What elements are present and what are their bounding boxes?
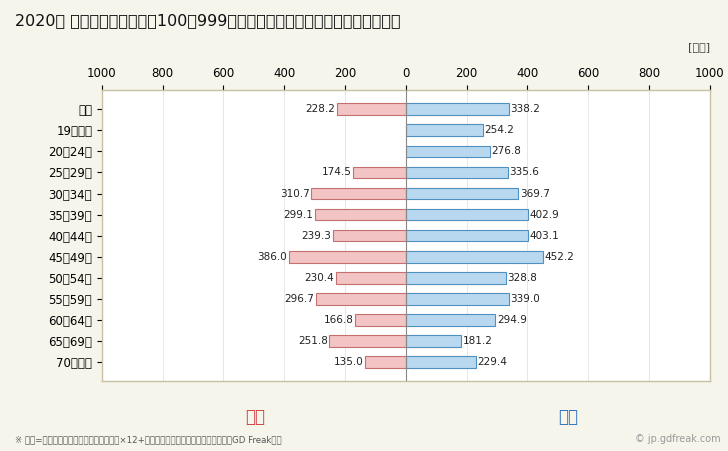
- Text: 328.8: 328.8: [507, 273, 537, 283]
- Text: 403.1: 403.1: [530, 230, 560, 241]
- Text: 228.2: 228.2: [305, 104, 335, 114]
- Text: 335.6: 335.6: [510, 167, 539, 177]
- Bar: [312, 188, 406, 199]
- Bar: [406, 166, 508, 178]
- Bar: [406, 209, 529, 221]
- Bar: [315, 209, 406, 221]
- Text: 254.2: 254.2: [485, 125, 515, 135]
- Bar: [406, 188, 518, 199]
- Text: 369.7: 369.7: [520, 189, 550, 198]
- Bar: [406, 335, 461, 347]
- Bar: [365, 356, 406, 368]
- Bar: [406, 230, 529, 241]
- Bar: [355, 314, 406, 326]
- Text: 2020年 民間企業（従業者数100〜999人）フルタイム労働者の男女別平均年収: 2020年 民間企業（従業者数100〜999人）フルタイム労働者の男女別平均年収: [15, 14, 400, 28]
- Bar: [333, 230, 406, 241]
- Text: 135.0: 135.0: [333, 357, 363, 367]
- Text: 239.3: 239.3: [301, 230, 332, 241]
- Text: 181.2: 181.2: [462, 336, 492, 346]
- Text: 299.1: 299.1: [284, 210, 314, 220]
- Text: © jp.gdfreak.com: © jp.gdfreak.com: [635, 434, 721, 444]
- Text: 294.9: 294.9: [497, 315, 527, 325]
- Bar: [406, 124, 483, 136]
- Bar: [406, 146, 490, 157]
- Text: 276.8: 276.8: [491, 147, 521, 156]
- Text: 166.8: 166.8: [324, 315, 354, 325]
- Text: 402.9: 402.9: [530, 210, 560, 220]
- Text: 386.0: 386.0: [257, 252, 287, 262]
- Bar: [406, 293, 509, 305]
- Bar: [353, 166, 406, 178]
- Text: 339.0: 339.0: [510, 294, 540, 304]
- Text: 338.2: 338.2: [510, 104, 540, 114]
- Text: [万円]: [万円]: [688, 42, 710, 52]
- Bar: [406, 272, 506, 284]
- Bar: [336, 103, 406, 115]
- Text: 女性: 女性: [245, 408, 265, 426]
- Bar: [316, 293, 406, 305]
- Text: 174.5: 174.5: [322, 167, 352, 177]
- Text: 452.2: 452.2: [545, 252, 574, 262]
- Bar: [288, 251, 406, 262]
- Text: 296.7: 296.7: [285, 294, 314, 304]
- Bar: [406, 103, 509, 115]
- Text: 229.4: 229.4: [477, 357, 507, 367]
- Bar: [336, 272, 406, 284]
- Text: 251.8: 251.8: [298, 336, 328, 346]
- Bar: [406, 356, 475, 368]
- Text: ※ 年収=「きまって支給する現金給与額」×12+「年間賞与その他特別給与額」としてGD Freak推計: ※ 年収=「きまって支給する現金給与額」×12+「年間賞与その他特別給与額」とし…: [15, 435, 281, 444]
- Bar: [406, 314, 496, 326]
- Bar: [406, 251, 543, 262]
- Bar: [329, 335, 406, 347]
- Text: 230.4: 230.4: [304, 273, 334, 283]
- Text: 男性: 男性: [558, 408, 578, 426]
- Text: 310.7: 310.7: [280, 189, 310, 198]
